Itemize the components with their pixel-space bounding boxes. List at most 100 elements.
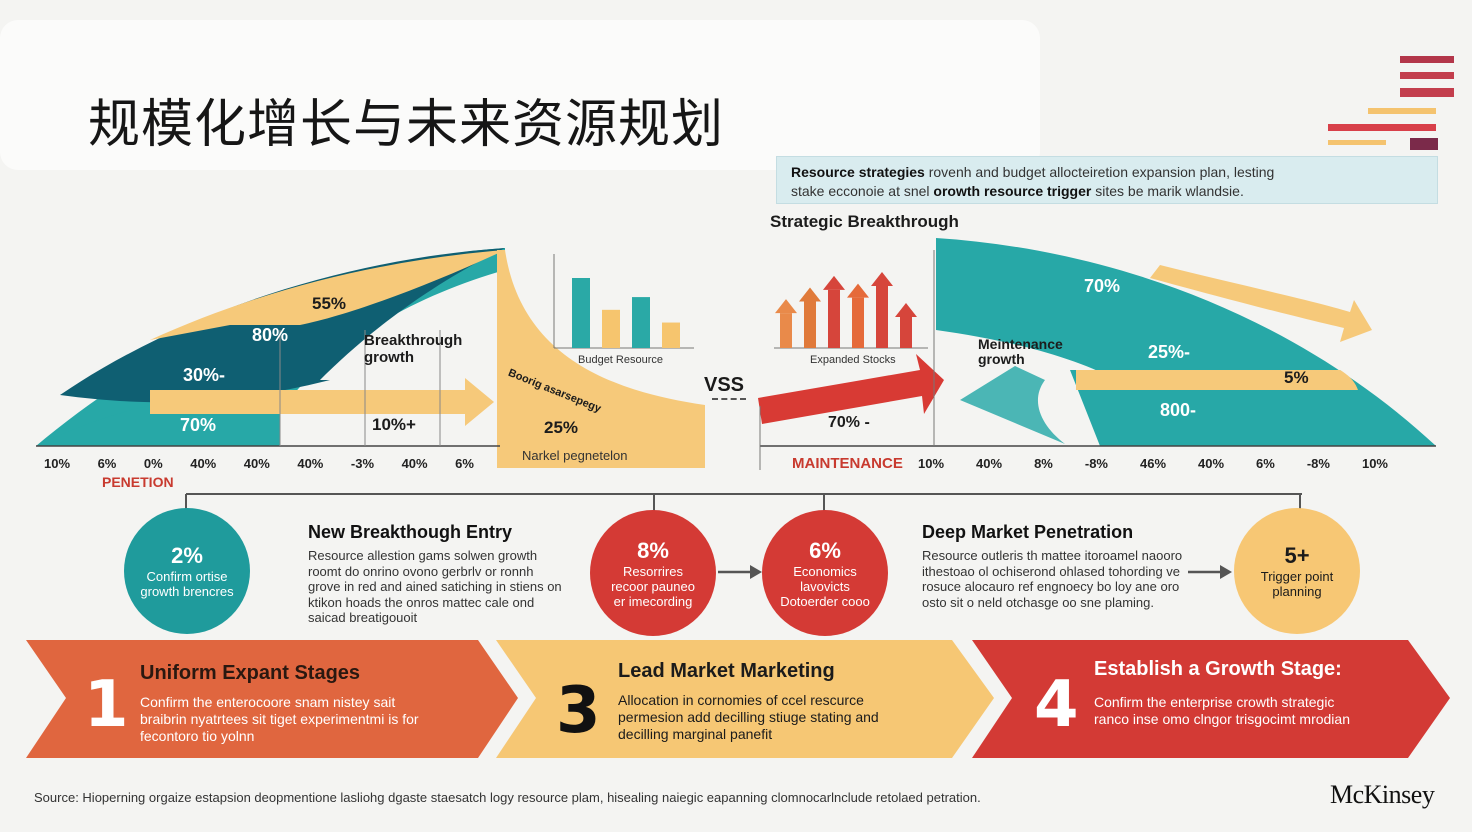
page-title: 规模化增长与未来资源规划 bbox=[88, 95, 725, 155]
right-axis-tick: 40% bbox=[1198, 456, 1225, 471]
left-axis-tick: 40% bbox=[190, 456, 217, 471]
left-label-30: 30%- bbox=[183, 365, 226, 385]
right-growth-chart bbox=[758, 238, 1436, 470]
circle-3: 6% Economics lavovicts Dotoerder cooo bbox=[762, 510, 888, 636]
left-axis-tick: 0% bbox=[143, 456, 163, 471]
stage-2-body: Allocation in cornomies of ccel rescurce… bbox=[618, 692, 879, 742]
right-label-5: 5% bbox=[1284, 368, 1309, 387]
mini-bar bbox=[632, 297, 650, 348]
right-label-70b: 70% - bbox=[828, 414, 870, 431]
left-axis-tick: 6% bbox=[97, 456, 117, 471]
mini-bar bbox=[602, 309, 620, 348]
section-2-body: Resource outleris th mattee itoroamel na… bbox=[922, 548, 1183, 610]
right-axis-tick: -8% bbox=[1084, 456, 1108, 471]
stage-2-number: 3 bbox=[556, 674, 601, 748]
title-background bbox=[0, 20, 1040, 170]
circle-2: 8% Resorrires recoor pauneo er imecordin… bbox=[590, 510, 716, 636]
footer-source: Source: Hioperning orgaize estapsion deo… bbox=[34, 790, 981, 805]
right-label-25: 25%- bbox=[1148, 342, 1191, 362]
left-label-55: 55% bbox=[312, 294, 347, 313]
legend-bold-1: Resource strategies bbox=[791, 164, 925, 180]
circle-1: 2% Confirm ortise growth brencres bbox=[124, 508, 250, 634]
right-label-maint2: growth bbox=[978, 351, 1025, 367]
left-label-80: 80% bbox=[252, 325, 289, 345]
mini-bar bbox=[828, 289, 840, 348]
right-axis: 10% 40% 8% -8% 46% 40% 6% -8% 10% bbox=[918, 456, 1388, 471]
stage-2-chevron bbox=[496, 640, 994, 758]
mini-bar-arrowhead bbox=[871, 272, 893, 286]
circle-1-text: Confirm ortise growth brencres bbox=[140, 569, 234, 599]
left-axis-tick: -3% bbox=[350, 456, 375, 471]
right-label-70: 70% bbox=[1084, 276, 1121, 296]
right-label-80: 800- bbox=[1160, 400, 1197, 420]
section-1-body: Resource allestion gams solwen growth ro… bbox=[308, 548, 562, 625]
section-1-title: New Breakthough Entry bbox=[308, 522, 513, 542]
mini-bar-arrowhead bbox=[895, 303, 917, 317]
mini-bar bbox=[780, 313, 792, 348]
mini-bar bbox=[572, 278, 590, 348]
circle-2-number: 8% bbox=[637, 537, 669, 563]
circle-2-text: Resorrires recoor pauneo er imecording bbox=[611, 563, 695, 609]
left-axis-tick: 40% bbox=[297, 456, 324, 471]
mini-bar-arrowhead bbox=[823, 275, 845, 290]
right-axis-tick: -8% bbox=[1306, 456, 1330, 471]
circle-4-number: 5+ bbox=[1284, 543, 1310, 568]
left-axis-tick: 40% bbox=[243, 456, 270, 471]
legend-text-2: sites be marik wlandsie. bbox=[1091, 183, 1244, 199]
mini-bar bbox=[662, 322, 680, 348]
circle-4: 5+ Trigger point planning bbox=[1234, 508, 1360, 634]
mini-bar-left-caption: Budget Resource bbox=[578, 354, 663, 366]
circle-4-text: Trigger point planning bbox=[1260, 569, 1334, 599]
left-label-market-pen: Narkel pegnetelon bbox=[522, 448, 628, 463]
left-axis-tick: 40% bbox=[401, 456, 428, 471]
stage-3-number: 4 bbox=[1034, 668, 1079, 742]
right-axis-tick: 6% bbox=[1256, 456, 1275, 471]
right-axis-tick: 46% bbox=[1139, 456, 1167, 471]
circle-3-text: Economics lavovicts Dotoerder cooo bbox=[780, 563, 870, 609]
stage-1-title: Uniform Expant Stages bbox=[140, 662, 361, 684]
left-axis-tick: 6% bbox=[455, 456, 474, 471]
right-axis-tick: 8% bbox=[1034, 456, 1053, 471]
stage-2-title: Lead Market Marketing bbox=[618, 660, 835, 682]
legend-bold-2: orowth resource trigger bbox=[933, 183, 1092, 199]
brand-logo: McKinsey bbox=[1330, 780, 1435, 809]
vs-label: VSS bbox=[704, 374, 745, 396]
mini-bar-chart-left bbox=[553, 254, 694, 349]
maintenance-label: MAINTENANCE bbox=[792, 455, 903, 472]
mini-bar-arrowhead bbox=[775, 299, 797, 314]
stage-3-title: Establish a Growth Stage: bbox=[1094, 658, 1342, 680]
mini-bar-chart-right bbox=[774, 272, 928, 349]
legend-text-1: rovenh and budget allocteiretion expansi… bbox=[924, 164, 1275, 180]
stage-1-body: Confirm the enterocoore snam nistey sait… bbox=[140, 694, 419, 744]
mini-bar-arrowhead bbox=[847, 283, 869, 298]
penetration-label: PENETION bbox=[102, 474, 174, 490]
mini-bar bbox=[804, 301, 816, 348]
legend-box: Resource strategies rovenh and budget al… bbox=[776, 156, 1438, 204]
stage-chevrons bbox=[26, 640, 1450, 758]
left-axis-tick: 10% bbox=[44, 456, 71, 471]
mini-bar-right-caption: Expanded Stocks bbox=[810, 354, 896, 366]
connector-bracket bbox=[185, 493, 1302, 514]
left-axis: 10% 6% 0% 40% 40% 40% -3% 40% 6% bbox=[44, 456, 474, 471]
mini-bar bbox=[900, 317, 912, 348]
left-label-10: 10%+ bbox=[372, 415, 416, 434]
stage-3-chevron bbox=[972, 640, 1450, 758]
left-growth-chart bbox=[36, 248, 705, 468]
circle-1-number: 2% bbox=[171, 543, 203, 568]
mini-bar-arrowhead bbox=[799, 287, 821, 302]
arrow-right-icon bbox=[718, 565, 762, 579]
arrow-right-icon bbox=[1188, 565, 1232, 579]
stage-1-chevron bbox=[26, 640, 518, 758]
left-label-70: 70% bbox=[180, 415, 217, 435]
legend-text-2a: stake ecconoie at snel bbox=[791, 183, 934, 199]
left-label-breakthrough: Breakthrough bbox=[364, 332, 463, 349]
vs-divider bbox=[712, 398, 746, 400]
right-axis-tick: 10% bbox=[1361, 456, 1388, 471]
left-label-25: 25% bbox=[544, 418, 579, 437]
decorative-stripes bbox=[1328, 56, 1454, 150]
right-label-maint1: Meintenance bbox=[978, 336, 1063, 352]
circle-3-number: 6% bbox=[809, 537, 841, 563]
stage-1-number: 1 bbox=[84, 668, 129, 742]
right-axis-tick: 40% bbox=[976, 456, 1003, 471]
right-axis-tick: 10% bbox=[918, 456, 945, 471]
